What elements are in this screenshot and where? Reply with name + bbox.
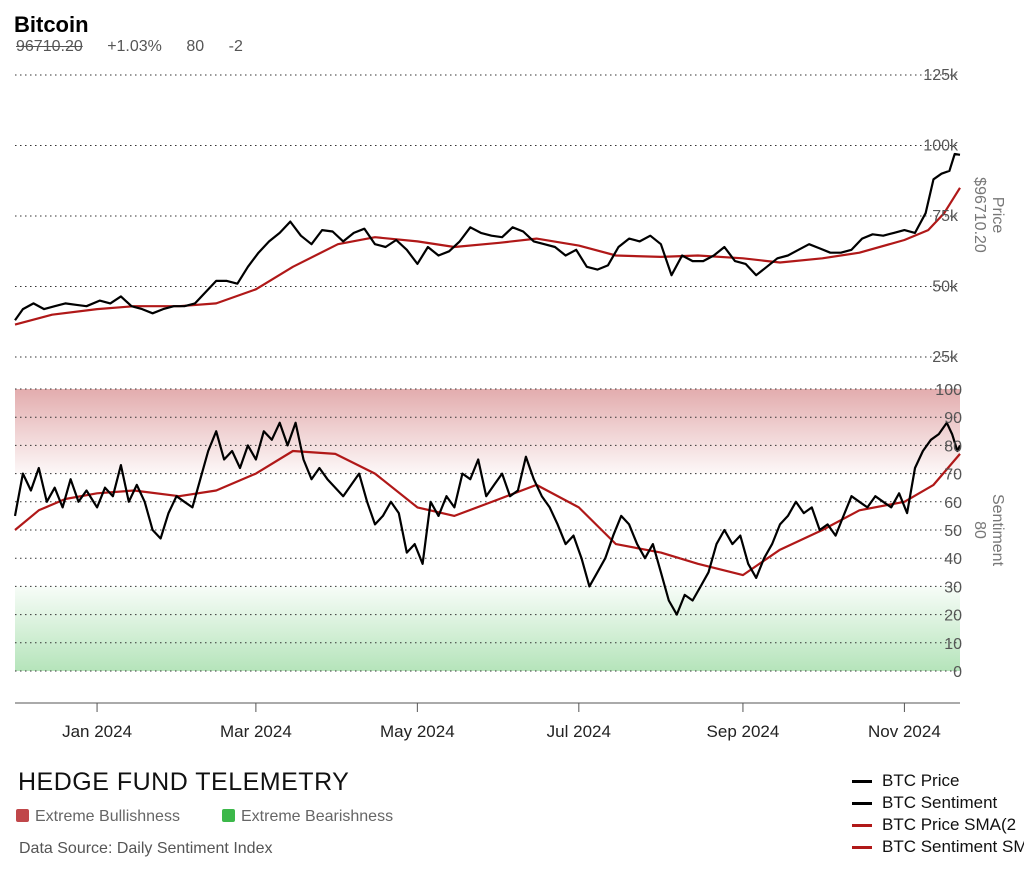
sentiment-tick-label: 10 — [944, 636, 962, 653]
sentiment-tick-label: 20 — [944, 608, 962, 625]
chart-area: 125k 100k 75k 50k 25k 0 10 20 30 40 50 60 70 80 90 100 J… — [13, 67, 1006, 741]
sentiment-tick-label: 50 — [944, 523, 962, 540]
sentiment-tick-label: 100 — [935, 382, 962, 399]
x-tick-label: Nov 2024 — [868, 722, 941, 741]
x-tick-label: Jul 2024 — [547, 722, 611, 741]
sentiment-tick-label: 0 — [953, 664, 962, 681]
x-tick-label: Jan 2024 — [62, 722, 132, 741]
sentiment-axis-value: 80 — [971, 521, 988, 539]
price-tick-label: 50k — [932, 279, 959, 296]
sentiment-tick-label: 80 — [944, 438, 962, 455]
legend-item-btc-price[interactable]: BTC Price — [852, 770, 1024, 792]
btc-sentiment-sma-line — [14, 449, 961, 577]
chart-title: Bitcoin — [14, 12, 89, 37]
bullish-swatch — [16, 809, 29, 822]
price-axis-title: Price — [989, 197, 1006, 234]
sentiment-tick-label: 70 — [944, 467, 962, 484]
data-source: Data Source: Daily Sentiment Index — [19, 840, 273, 857]
extreme-bearish-band — [15, 586, 960, 671]
legend-item-btc-sentiment[interactable]: BTC Sentiment — [852, 792, 1024, 814]
legend-item-btc-price-sma[interactable]: BTC Price SMA(2 — [852, 814, 1024, 836]
sentiment-tick-label: 30 — [944, 579, 962, 596]
brand-name: HEDGE FUND TELEMETRY — [18, 768, 350, 796]
zone-key-bullish-label: Extreme Bullishness — [35, 808, 180, 825]
price-change-percent: +1.03% — [107, 38, 162, 55]
sentiment-change: -2 — [228, 38, 243, 55]
legend-item-btc-sentiment-sma[interactable]: BTC Sentiment SMA — [852, 836, 1024, 858]
current-price: 96710.20 — [16, 38, 83, 55]
sentiment-tick-label: 60 — [944, 495, 962, 512]
price-tick-label: 125k — [923, 67, 959, 84]
legend-label: BTC Sentiment — [882, 793, 998, 812]
bearish-swatch — [222, 809, 235, 822]
zone-key-bearish-label: Extreme Bearishness — [241, 808, 394, 825]
extreme-bullish-band — [15, 389, 960, 474]
x-tick-label: Mar 2024 — [220, 722, 292, 741]
btc-price-sma-line — [14, 187, 961, 326]
legend-label: BTC Sentiment SMA — [882, 837, 1024, 856]
zone-key-bullish: Extreme Bullishness — [16, 808, 180, 826]
price-tick-label: 75k — [932, 208, 959, 225]
price-tick-label: 25k — [932, 349, 959, 366]
zone-key-bearish: Extreme Bearishness — [222, 808, 393, 826]
price-axis-value: $96710.20 — [971, 177, 988, 253]
price-tick-label: 100k — [923, 138, 959, 155]
btc-price-line — [14, 152, 961, 321]
x-tick-label: May 2024 — [380, 722, 455, 741]
current-sentiment: 80 — [186, 38, 205, 55]
btc-sentiment-line — [13, 421, 961, 616]
legend-label: BTC Price SMA(2 — [882, 815, 1017, 834]
quote-summary: 96710.20 +1.03% 80 -2 — [16, 38, 263, 56]
sentiment-axis-title: Sentiment — [989, 494, 1006, 567]
sentiment-tick-label: 90 — [944, 410, 962, 427]
legend: BTC Price BTC Sentiment BTC Price SMA(2 … — [852, 770, 1024, 858]
x-tick-label: Sep 2024 — [707, 722, 780, 741]
sentiment-tick-label: 40 — [944, 551, 962, 568]
legend-label: BTC Price — [882, 771, 960, 790]
